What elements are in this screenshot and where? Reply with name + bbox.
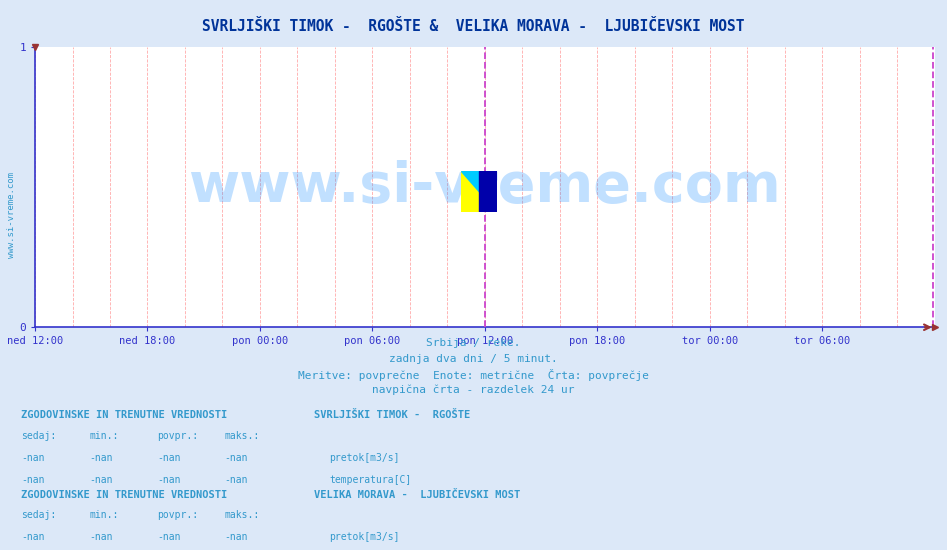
Text: zadnja dva dni / 5 minut.: zadnja dva dni / 5 minut. — [389, 354, 558, 364]
Polygon shape — [479, 191, 497, 212]
Text: -nan: -nan — [224, 532, 248, 542]
Text: navpična črta - razdelek 24 ur: navpična črta - razdelek 24 ur — [372, 384, 575, 395]
Polygon shape — [461, 170, 497, 212]
Text: sedaj:: sedaj: — [21, 431, 56, 441]
Polygon shape — [461, 170, 497, 212]
Text: maks.:: maks.: — [224, 431, 259, 441]
Text: -nan: -nan — [89, 532, 113, 542]
Text: -nan: -nan — [21, 475, 45, 485]
Text: -nan: -nan — [157, 475, 181, 485]
Text: ZGODOVINSKE IN TRENUTNE VREDNOSTI: ZGODOVINSKE IN TRENUTNE VREDNOSTI — [21, 410, 227, 420]
Polygon shape — [461, 170, 497, 212]
Text: pretok[m3/s]: pretok[m3/s] — [330, 532, 400, 542]
Text: -nan: -nan — [157, 532, 181, 542]
Text: -nan: -nan — [89, 475, 113, 485]
Text: www.si-vreme.com: www.si-vreme.com — [188, 160, 781, 214]
Polygon shape — [461, 170, 497, 212]
Text: min.:: min.: — [89, 431, 118, 441]
Text: Meritve: povprečne  Enote: metrične  Črta: povprečje: Meritve: povprečne Enote: metrične Črta:… — [298, 369, 649, 381]
Text: -nan: -nan — [89, 453, 113, 463]
Text: -nan: -nan — [224, 475, 248, 485]
Text: -nan: -nan — [224, 453, 248, 463]
Text: SVRLJIŠKI TIMOK -  RGOŠTE: SVRLJIŠKI TIMOK - RGOŠTE — [314, 410, 471, 420]
Text: VELIKA MORAVA -  LJUBIČEVSKI MOST: VELIKA MORAVA - LJUBIČEVSKI MOST — [314, 490, 521, 499]
Text: ZGODOVINSKE IN TRENUTNE VREDNOSTI: ZGODOVINSKE IN TRENUTNE VREDNOSTI — [21, 490, 227, 499]
Text: Srbija / reke.: Srbija / reke. — [426, 338, 521, 348]
Text: povpr.:: povpr.: — [157, 510, 198, 520]
Text: SVRLJIŠKI TIMOK -  RGOŠTE &  VELIKA MORAVA -  LJUBIČEVSKI MOST: SVRLJIŠKI TIMOK - RGOŠTE & VELIKA MORAVA… — [203, 19, 744, 34]
Text: min.:: min.: — [89, 510, 118, 520]
Text: -nan: -nan — [157, 453, 181, 463]
Text: -nan: -nan — [21, 453, 45, 463]
Polygon shape — [479, 170, 497, 212]
Text: povpr.:: povpr.: — [157, 431, 198, 441]
Text: temperatura[C]: temperatura[C] — [330, 475, 412, 485]
Text: -nan: -nan — [21, 532, 45, 542]
Text: www.si-vreme.com: www.si-vreme.com — [7, 172, 16, 257]
Text: maks.:: maks.: — [224, 510, 259, 520]
Text: pretok[m3/s]: pretok[m3/s] — [330, 453, 400, 463]
Text: sedaj:: sedaj: — [21, 510, 56, 520]
